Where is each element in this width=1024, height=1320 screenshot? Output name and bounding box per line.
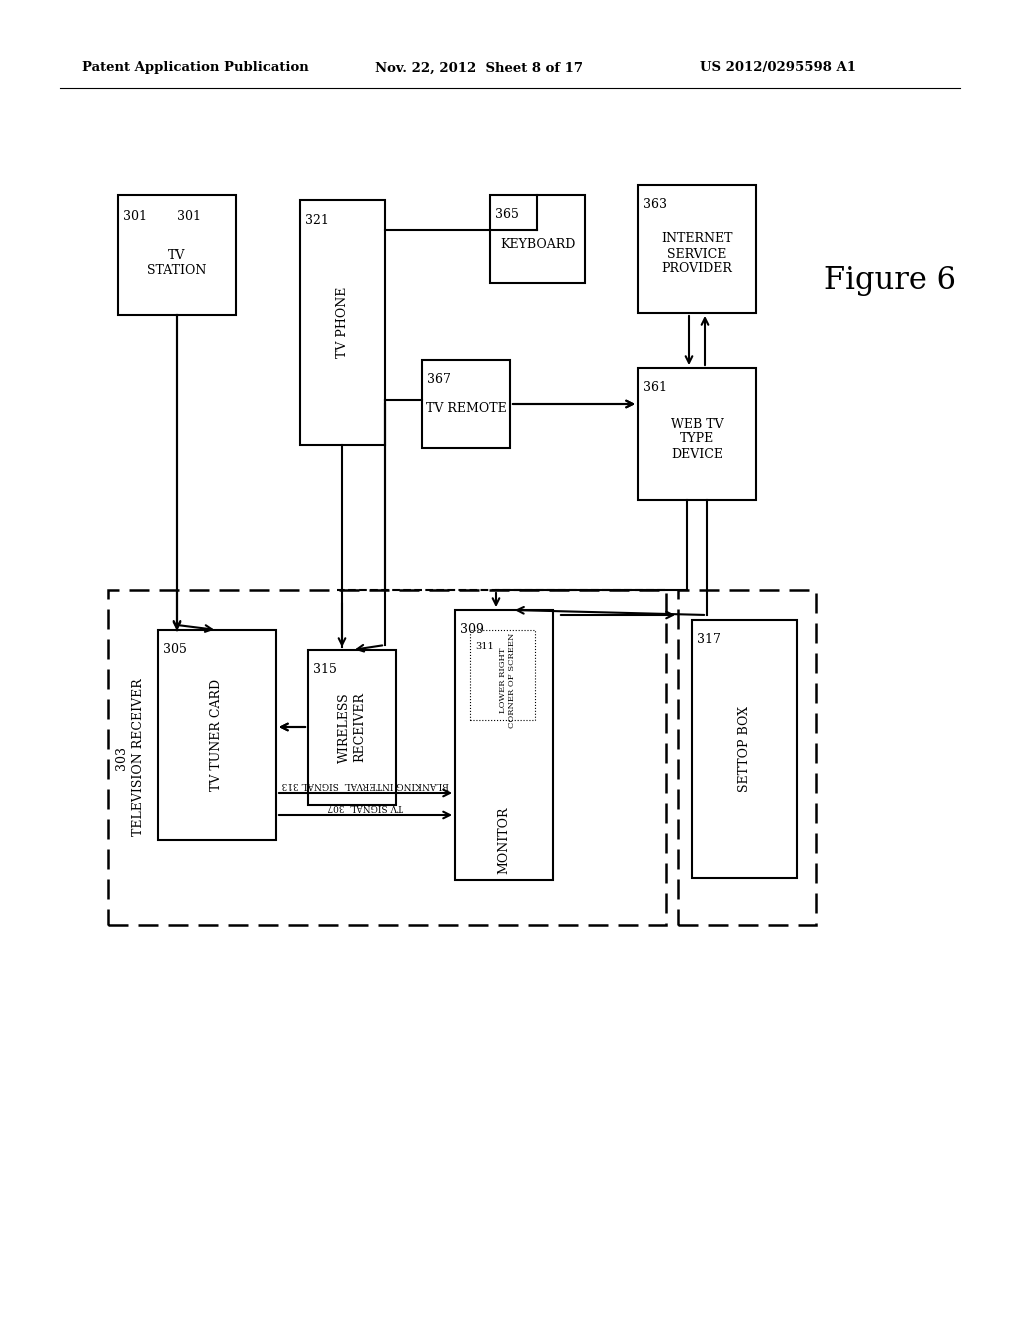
Bar [455, 610, 553, 880]
Text: US 2012/0295598 A1: US 2012/0295598 A1 [700, 62, 856, 74]
Text: KEYBOARD: KEYBOARD [500, 238, 575, 251]
Text: 303: 303 [116, 746, 128, 770]
Bar [422, 360, 510, 447]
Text: TV REMOTE: TV REMOTE [426, 403, 507, 416]
Text: TELEVISION RECEIVER: TELEVISION RECEIVER [131, 678, 144, 837]
Text: SETTOP BOX: SETTOP BOX [738, 706, 751, 792]
Text: WIRELESS
RECEIVER: WIRELESS RECEIVER [338, 692, 366, 763]
Bar [108, 590, 666, 925]
Bar [692, 620, 797, 878]
Text: 311: 311 [475, 642, 494, 651]
Bar [638, 368, 756, 500]
Text: TV SIGNAL  307: TV SIGNAL 307 [328, 803, 402, 812]
Text: TV TUNER CARD: TV TUNER CARD [211, 678, 223, 791]
Bar [678, 590, 816, 925]
Text: 301: 301 [177, 210, 201, 223]
Text: 317: 317 [697, 634, 721, 645]
Text: Figure 6: Figure 6 [824, 264, 956, 296]
Text: TV
STATION: TV STATION [147, 249, 207, 277]
Bar [158, 630, 276, 840]
Text: Nov. 22, 2012  Sheet 8 of 17: Nov. 22, 2012 Sheet 8 of 17 [375, 62, 583, 74]
Text: 309: 309 [460, 623, 484, 636]
Bar [300, 201, 385, 445]
Text: 321: 321 [305, 214, 329, 227]
Text: 301: 301 [123, 210, 147, 223]
Text: MONITOR: MONITOR [498, 807, 511, 874]
Text: 315: 315 [313, 663, 337, 676]
Text: 363: 363 [643, 198, 667, 211]
Text: 367: 367 [427, 374, 451, 385]
Bar [638, 185, 756, 313]
Text: 365: 365 [495, 209, 519, 220]
Text: WEB TV
TYPE
DEVICE: WEB TV TYPE DEVICE [671, 417, 723, 461]
Text: LOWER RIGHT
CORNER OF SCREEN: LOWER RIGHT CORNER OF SCREEN [499, 632, 516, 727]
Text: 361: 361 [643, 381, 667, 393]
Text: TV PHONE: TV PHONE [336, 286, 349, 358]
Text: Patent Application Publication: Patent Application Publication [82, 62, 309, 74]
Text: INTERNET
SERVICE
PROVIDER: INTERNET SERVICE PROVIDER [662, 232, 733, 276]
Bar [490, 195, 585, 282]
Text: BLANKING INTERVAL  SIGNAL 313: BLANKING INTERVAL SIGNAL 313 [282, 780, 449, 789]
Bar [470, 630, 535, 719]
Text: 305: 305 [163, 643, 186, 656]
Bar [118, 195, 236, 315]
Bar [308, 649, 396, 805]
